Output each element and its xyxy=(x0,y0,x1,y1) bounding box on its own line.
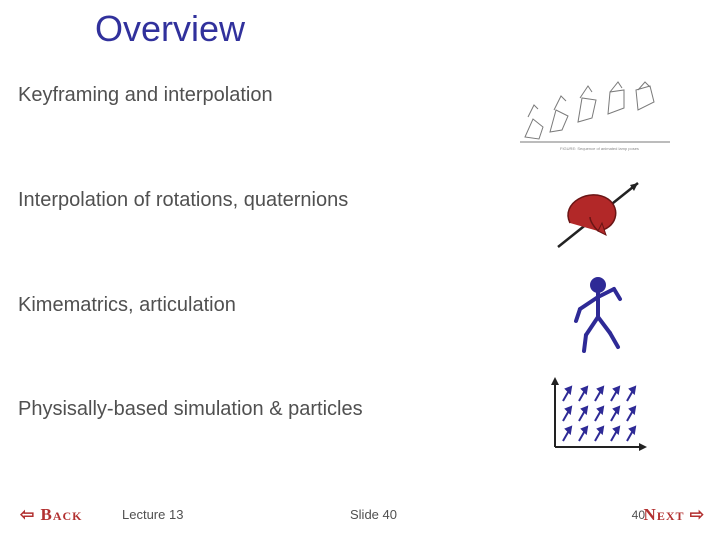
bullet-simulation: Physisally-based simulation & particles xyxy=(18,398,363,421)
footer-slide: Slide 40 xyxy=(350,507,397,522)
illustration-rotation xyxy=(550,175,645,255)
bullet-kinematics: Kimematrics, articulation xyxy=(18,294,236,317)
illustration-stick-figure xyxy=(570,275,625,355)
bullet-keyframing: Keyframing and interpolation xyxy=(18,84,273,107)
bullet-quaternions: Interpolation of rotations, quaternions xyxy=(18,189,348,212)
illustration-lamps: FIGURE: Sequence of animated lamp poses xyxy=(520,72,670,152)
footer-lecture: Lecture 13 xyxy=(122,507,183,522)
slide-title: Overview xyxy=(95,8,245,50)
next-button[interactable]: Next ⇨ xyxy=(644,505,705,525)
svg-text:FIGURE: Sequence of animated l: FIGURE: Sequence of animated lamp poses xyxy=(560,146,639,151)
back-button[interactable]: ⇦ Back xyxy=(20,505,83,525)
illustration-vector-field xyxy=(545,375,650,455)
